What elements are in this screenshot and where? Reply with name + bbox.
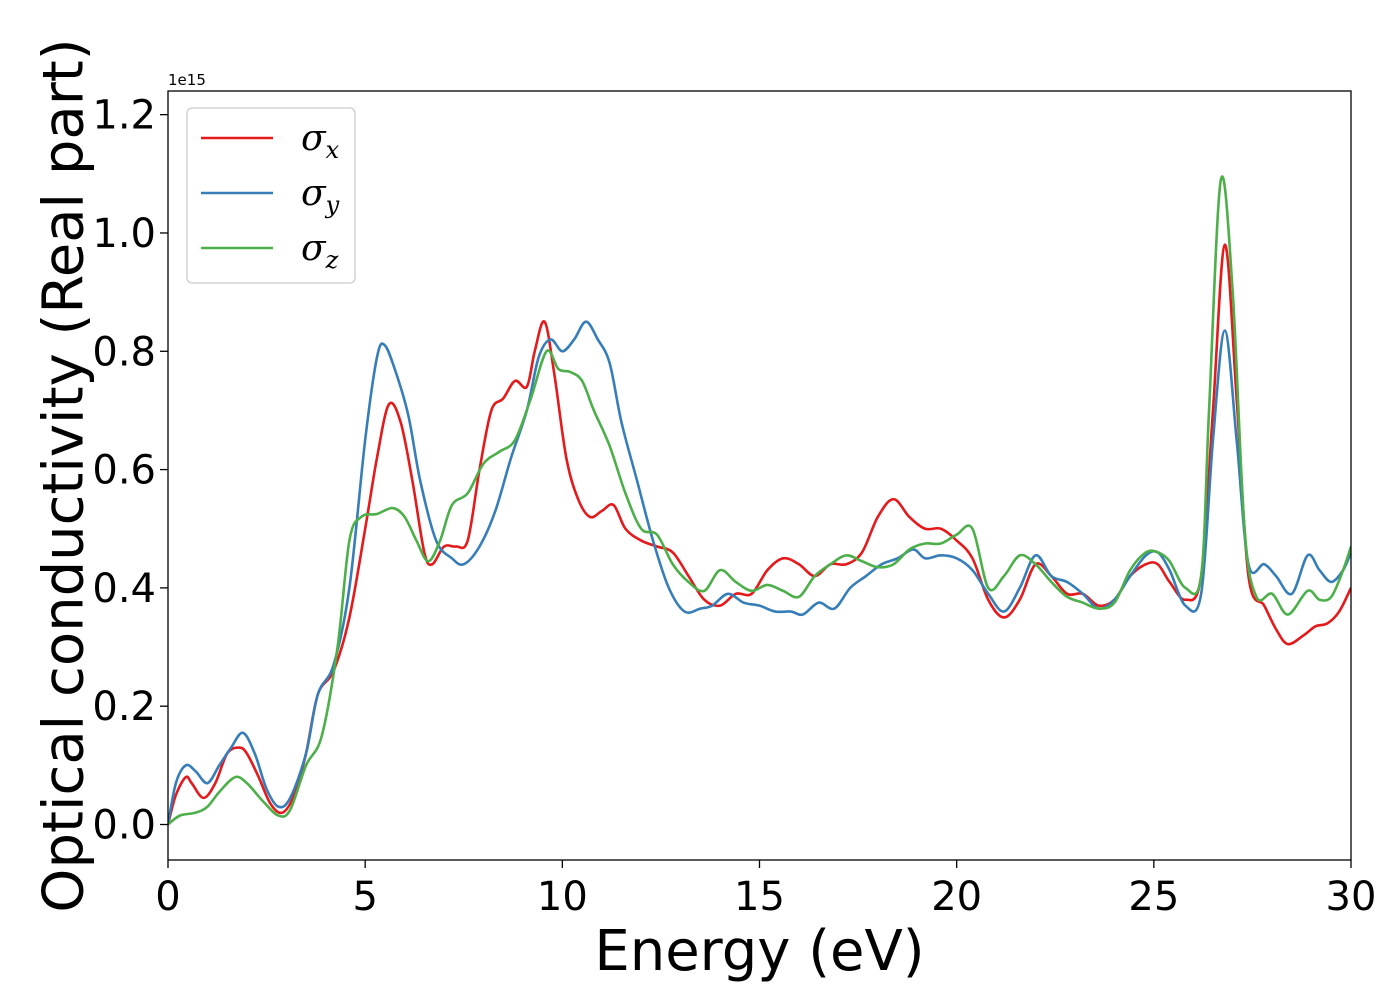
y-tick-label: 1.2 <box>92 93 156 139</box>
x-tick-label: 15 <box>734 874 785 920</box>
y-tick-label: 0.8 <box>92 329 156 375</box>
legend-label-y: σy <box>301 173 340 219</box>
y-tick-label: 1.0 <box>92 211 156 257</box>
y-tick-label: 0.6 <box>92 448 156 494</box>
x-tick-label: 20 <box>931 874 982 920</box>
y-tick-label: 0.4 <box>92 566 156 612</box>
y-tick-label: 0.0 <box>92 803 156 849</box>
x-tick-label: 5 <box>352 874 377 920</box>
y-axis: 0.0 0.2 0.4 0.6 0.8 1.0 1.2 <box>92 93 168 849</box>
legend-label-x: σx <box>301 118 340 164</box>
x-axis: 0 5 10 15 20 25 30 <box>155 860 1376 920</box>
y-axis-label: Optical conductivity (Real part) <box>32 38 97 912</box>
series-line-x <box>168 243 1351 825</box>
y-offset-label: 1e15 <box>168 71 206 89</box>
x-tick-label: 10 <box>537 874 588 920</box>
x-axis-label: Energy (eV) <box>594 919 924 984</box>
x-tick-label: 0 <box>155 874 180 920</box>
series-line-y <box>168 320 1351 825</box>
legend: σx σy σz <box>186 107 356 284</box>
y-tick-label: 0.2 <box>92 684 156 730</box>
legend-box <box>186 107 356 284</box>
x-tick-label: 25 <box>1128 874 1179 920</box>
x-tick-label: 30 <box>1326 874 1377 920</box>
series-line-z <box>168 175 1351 826</box>
legend-label-z: σz <box>301 228 339 274</box>
series-lines <box>168 175 1351 826</box>
